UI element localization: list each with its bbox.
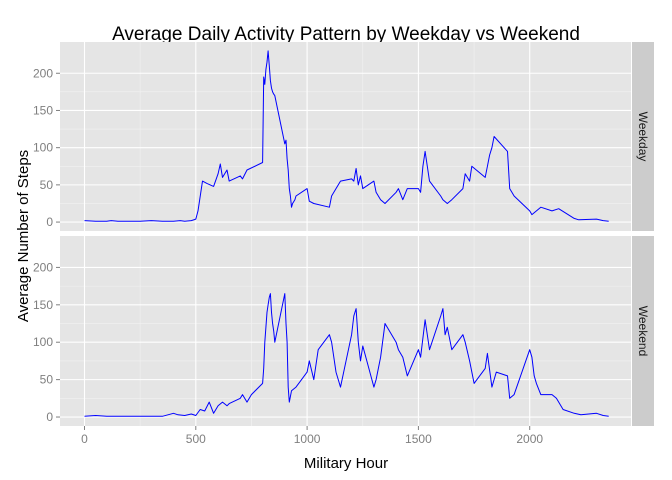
- y-axis-title: Average Number of Steps: [15, 150, 32, 322]
- panel-background: [60, 42, 631, 231]
- facet-strip-label: Weekday: [636, 112, 650, 162]
- panel-weekend: 0 50 100 150 200 Weekend: [33, 236, 654, 426]
- x-tick-label: 2000: [516, 432, 543, 446]
- facet-strip: [632, 236, 654, 426]
- series-line-weekend: [84, 293, 609, 417]
- y-tick-label: 0: [46, 410, 53, 424]
- y-tick-label: 200: [33, 260, 53, 274]
- panel-background: [60, 236, 631, 426]
- series-line-weekday: [84, 50, 609, 222]
- panel-weekday: 0 50 100 150 200 Weekday: [33, 42, 654, 231]
- y-tick-label: 0: [46, 215, 53, 229]
- y-tick-label: 50: [40, 178, 54, 192]
- x-axis: 0 500 1000 1500 2000: [81, 426, 543, 446]
- x-tick-label: 0: [81, 432, 88, 446]
- chart-title: Average Daily Activity Pattern by Weekda…: [112, 24, 580, 45]
- facet-strip: [632, 42, 654, 231]
- facet-panels: 0 50 100 150 200 Weekday 0 50 100 150 200 Weekend: [33, 42, 654, 426]
- x-tick-label: 500: [186, 432, 206, 446]
- x-tick-label: 1500: [405, 432, 432, 446]
- y-tick-label: 100: [33, 141, 53, 155]
- x-axis-title: Military Hour: [304, 455, 388, 472]
- y-tick-label: 150: [33, 103, 53, 117]
- x-tick-label: 1000: [294, 432, 321, 446]
- y-tick-label: 200: [33, 66, 53, 80]
- y-tick-label: 150: [33, 298, 53, 312]
- y-tick-label: 50: [40, 373, 54, 387]
- y-tick-label: 100: [33, 335, 53, 349]
- facet-strip-label: Weekend: [636, 306, 650, 356]
